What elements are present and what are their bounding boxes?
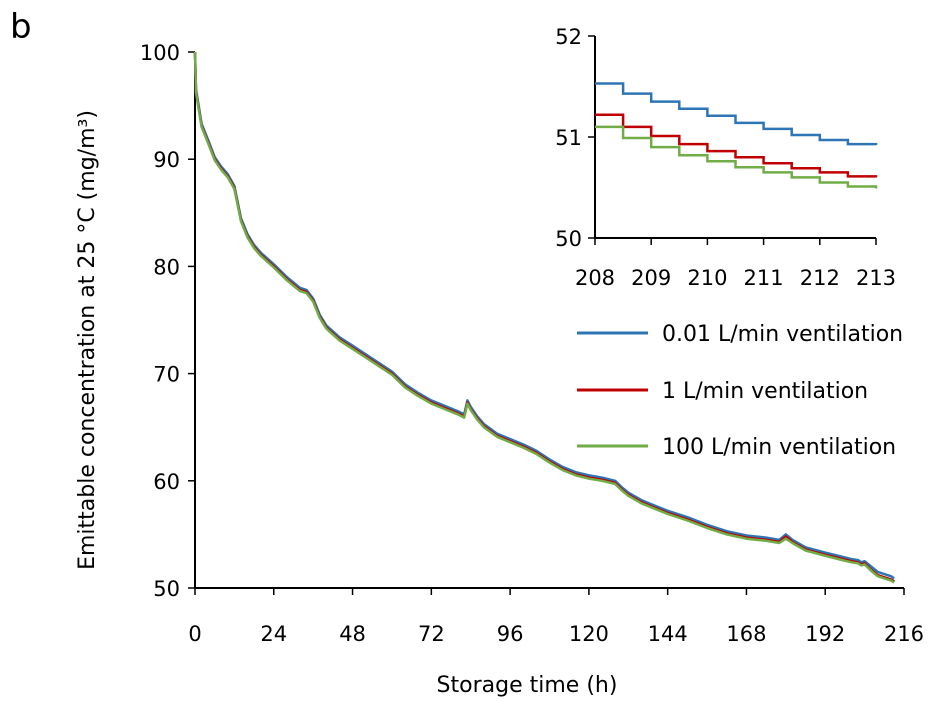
series-line-2 bbox=[193, 51, 895, 584]
x-tick-label: 120 bbox=[569, 622, 609, 646]
x-tick-label: 72 bbox=[418, 622, 445, 646]
inset-y-tick-label: 51 bbox=[555, 126, 582, 150]
series-line-0 bbox=[193, 51, 895, 580]
y-axis-title: Emittable concentration at 25 °C (mg/m³) bbox=[75, 110, 100, 570]
inset-series-line-0 bbox=[595, 82, 878, 146]
legend: 0.01 L/min ventilation 1 L/min ventilati… bbox=[577, 322, 903, 460]
x-tick-label: 192 bbox=[805, 622, 845, 646]
inset-series-line-2 bbox=[595, 125, 878, 189]
inset-y-tick-label: 52 bbox=[555, 25, 582, 49]
y-tick-label: 70 bbox=[153, 363, 180, 387]
x-tick-label: 24 bbox=[260, 622, 287, 646]
inset-x-tick-label: 210 bbox=[687, 266, 727, 290]
x-tick-label: 48 bbox=[339, 622, 366, 646]
x-tick-label: 0 bbox=[188, 622, 201, 646]
inset-x-tick-label: 208 bbox=[575, 266, 615, 290]
y-tick-label: 100 bbox=[140, 41, 180, 65]
inset-x-tick-label: 213 bbox=[856, 266, 896, 290]
inset-plot: 50 51 52 208 209 210 211 212 213 bbox=[555, 25, 896, 290]
inset-y-tick-label: 50 bbox=[555, 227, 582, 251]
legend-label-0: 0.01 L/min ventilation bbox=[662, 322, 903, 347]
inset-x-tick-label: 209 bbox=[631, 266, 671, 290]
y-tick-label: 80 bbox=[153, 255, 180, 279]
x-tick-label: 144 bbox=[648, 622, 688, 646]
panel-label: b bbox=[10, 7, 32, 47]
legend-label-2: 100 L/min ventilation bbox=[662, 435, 896, 460]
x-tick-label: 216 bbox=[884, 622, 924, 646]
x-tick-label: 96 bbox=[497, 622, 524, 646]
legend-label-1: 1 L/min ventilation bbox=[662, 379, 868, 404]
inset-series-line-1 bbox=[595, 113, 878, 178]
y-tick-label: 50 bbox=[153, 577, 180, 601]
y-tick-label: 90 bbox=[153, 148, 180, 172]
main-plot: 50 60 70 80 90 100 0 24 48 72 96 120 144 168 192 216 S… bbox=[75, 41, 924, 698]
x-tick-label: 168 bbox=[726, 622, 766, 646]
y-tick-label: 60 bbox=[153, 470, 180, 494]
x-axis-title: Storage time (h) bbox=[437, 673, 618, 698]
inset-x-tick-label: 212 bbox=[800, 266, 840, 290]
inset-x-tick-label: 211 bbox=[744, 266, 784, 290]
series-line-1 bbox=[193, 51, 895, 583]
